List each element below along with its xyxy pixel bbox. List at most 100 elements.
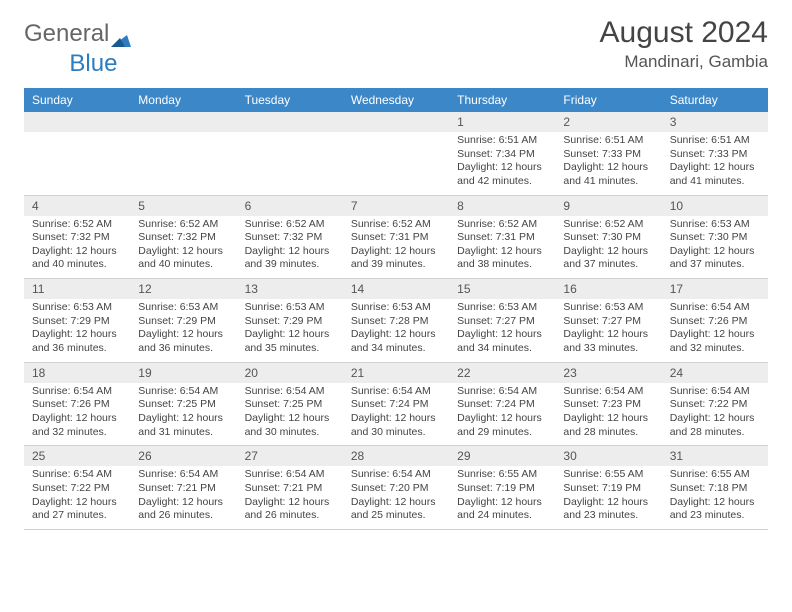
day-info-line: and 30 minutes. (245, 426, 335, 440)
day-info-line: Sunrise: 6:54 AM (138, 385, 228, 399)
day-cell: Sunrise: 6:51 AMSunset: 7:33 PMDaylight:… (662, 132, 768, 195)
day-info-line: and 24 minutes. (457, 509, 547, 523)
day-cell: Sunrise: 6:54 AMSunset: 7:24 PMDaylight:… (449, 383, 555, 446)
day-number (343, 112, 449, 132)
day-info-line: Sunset: 7:23 PM (563, 398, 653, 412)
logo-triangle-icon (111, 26, 131, 42)
day-info-line: Sunrise: 6:54 AM (670, 385, 760, 399)
day-info-line: Daylight: 12 hours (563, 412, 653, 426)
day-info-line: and 41 minutes. (670, 175, 760, 189)
day-cell: Sunrise: 6:54 AMSunset: 7:26 PMDaylight:… (662, 299, 768, 362)
day-info-line: Daylight: 12 hours (670, 328, 760, 342)
day-cell: Sunrise: 6:53 AMSunset: 7:30 PMDaylight:… (662, 216, 768, 279)
day-number: 19 (130, 363, 236, 383)
day-number: 26 (130, 446, 236, 466)
day-number: 1 (449, 112, 555, 132)
day-number: 4 (24, 196, 130, 216)
day-info-line: and 34 minutes. (457, 342, 547, 356)
day-info-line: Sunset: 7:27 PM (457, 315, 547, 329)
weekday-header: Sunday (24, 88, 130, 112)
day-info-line: Sunrise: 6:52 AM (457, 218, 547, 232)
day-cell: Sunrise: 6:52 AMSunset: 7:32 PMDaylight:… (237, 216, 343, 279)
day-info-line: Daylight: 12 hours (245, 496, 335, 510)
day-info-line: Sunset: 7:32 PM (138, 231, 228, 245)
day-info-line: Daylight: 12 hours (670, 245, 760, 259)
day-info-line: and 41 minutes. (563, 175, 653, 189)
day-info-line: Daylight: 12 hours (457, 328, 547, 342)
day-number: 12 (130, 279, 236, 299)
day-info-line: and 37 minutes. (563, 258, 653, 272)
day-number: 23 (555, 363, 661, 383)
day-info-line: Sunset: 7:31 PM (457, 231, 547, 245)
day-number (237, 112, 343, 132)
day-number: 16 (555, 279, 661, 299)
day-number: 5 (130, 196, 236, 216)
day-number: 10 (662, 196, 768, 216)
day-info-line: Sunset: 7:27 PM (563, 315, 653, 329)
day-info-line: Sunset: 7:19 PM (563, 482, 653, 496)
day-info-line: and 36 minutes. (32, 342, 122, 356)
day-cell: Sunrise: 6:52 AMSunset: 7:30 PMDaylight:… (555, 216, 661, 279)
day-info-line: and 35 minutes. (245, 342, 335, 356)
title-block: August 2024 Mandinari, Gambia (600, 16, 768, 72)
day-info-line: Sunrise: 6:54 AM (138, 468, 228, 482)
day-cell: Sunrise: 6:55 AMSunset: 7:19 PMDaylight:… (555, 466, 661, 529)
day-cell: Sunrise: 6:54 AMSunset: 7:21 PMDaylight:… (237, 466, 343, 529)
day-number-row: 25262728293031 (24, 446, 768, 466)
day-number (130, 112, 236, 132)
day-cell: Sunrise: 6:55 AMSunset: 7:18 PMDaylight:… (662, 466, 768, 529)
day-info-line: Daylight: 12 hours (351, 496, 441, 510)
day-info-line: Sunset: 7:25 PM (245, 398, 335, 412)
day-info-line: Daylight: 12 hours (563, 161, 653, 175)
day-cell: Sunrise: 6:54 AMSunset: 7:22 PMDaylight:… (662, 383, 768, 446)
day-info-line: Sunset: 7:32 PM (32, 231, 122, 245)
day-info-line: Sunrise: 6:52 AM (563, 218, 653, 232)
day-info-line: Daylight: 12 hours (457, 412, 547, 426)
day-cell: Sunrise: 6:54 AMSunset: 7:25 PMDaylight:… (237, 383, 343, 446)
day-info-line: and 23 minutes. (670, 509, 760, 523)
day-number: 31 (662, 446, 768, 466)
day-info-line: Sunrise: 6:53 AM (563, 301, 653, 315)
day-info-line: Sunrise: 6:54 AM (563, 385, 653, 399)
day-number: 18 (24, 363, 130, 383)
day-info-line: Sunrise: 6:52 AM (32, 218, 122, 232)
weekday-header: Saturday (662, 88, 768, 112)
day-cell (130, 132, 236, 195)
day-info-line: and 26 minutes. (245, 509, 335, 523)
day-info-line: Sunset: 7:32 PM (245, 231, 335, 245)
day-number: 17 (662, 279, 768, 299)
week-row: Sunrise: 6:51 AMSunset: 7:34 PMDaylight:… (24, 132, 768, 196)
day-number: 29 (449, 446, 555, 466)
day-cell: Sunrise: 6:52 AMSunset: 7:31 PMDaylight:… (343, 216, 449, 279)
day-info-line: and 37 minutes. (670, 258, 760, 272)
day-cell: Sunrise: 6:53 AMSunset: 7:29 PMDaylight:… (24, 299, 130, 362)
day-info-line: Daylight: 12 hours (32, 496, 122, 510)
day-info-line: Daylight: 12 hours (245, 245, 335, 259)
day-info-line: Sunset: 7:26 PM (32, 398, 122, 412)
day-number: 3 (662, 112, 768, 132)
day-info-line: Sunset: 7:33 PM (563, 148, 653, 162)
day-cell (24, 132, 130, 195)
day-info-line: Sunrise: 6:54 AM (32, 385, 122, 399)
day-info-line: Daylight: 12 hours (457, 245, 547, 259)
day-number: 20 (237, 363, 343, 383)
day-info-line: Sunrise: 6:54 AM (245, 468, 335, 482)
day-cell: Sunrise: 6:53 AMSunset: 7:28 PMDaylight:… (343, 299, 449, 362)
day-info-line: Daylight: 12 hours (563, 496, 653, 510)
day-cell: Sunrise: 6:51 AMSunset: 7:34 PMDaylight:… (449, 132, 555, 195)
brand-logo: General (24, 20, 131, 48)
day-info-line: Sunrise: 6:54 AM (670, 301, 760, 315)
calendar-body: 123Sunrise: 6:51 AMSunset: 7:34 PMDaylig… (24, 112, 768, 530)
day-info-line: and 40 minutes. (32, 258, 122, 272)
day-number: 13 (237, 279, 343, 299)
day-cell: Sunrise: 6:53 AMSunset: 7:29 PMDaylight:… (237, 299, 343, 362)
day-info-line: Sunrise: 6:53 AM (245, 301, 335, 315)
day-info-line: Daylight: 12 hours (457, 161, 547, 175)
day-cell: Sunrise: 6:51 AMSunset: 7:33 PMDaylight:… (555, 132, 661, 195)
day-info-line: Sunset: 7:28 PM (351, 315, 441, 329)
day-cell: Sunrise: 6:53 AMSunset: 7:29 PMDaylight:… (130, 299, 236, 362)
day-info-line: and 27 minutes. (32, 509, 122, 523)
day-cell: Sunrise: 6:54 AMSunset: 7:20 PMDaylight:… (343, 466, 449, 529)
day-cell: Sunrise: 6:52 AMSunset: 7:32 PMDaylight:… (24, 216, 130, 279)
day-number: 30 (555, 446, 661, 466)
